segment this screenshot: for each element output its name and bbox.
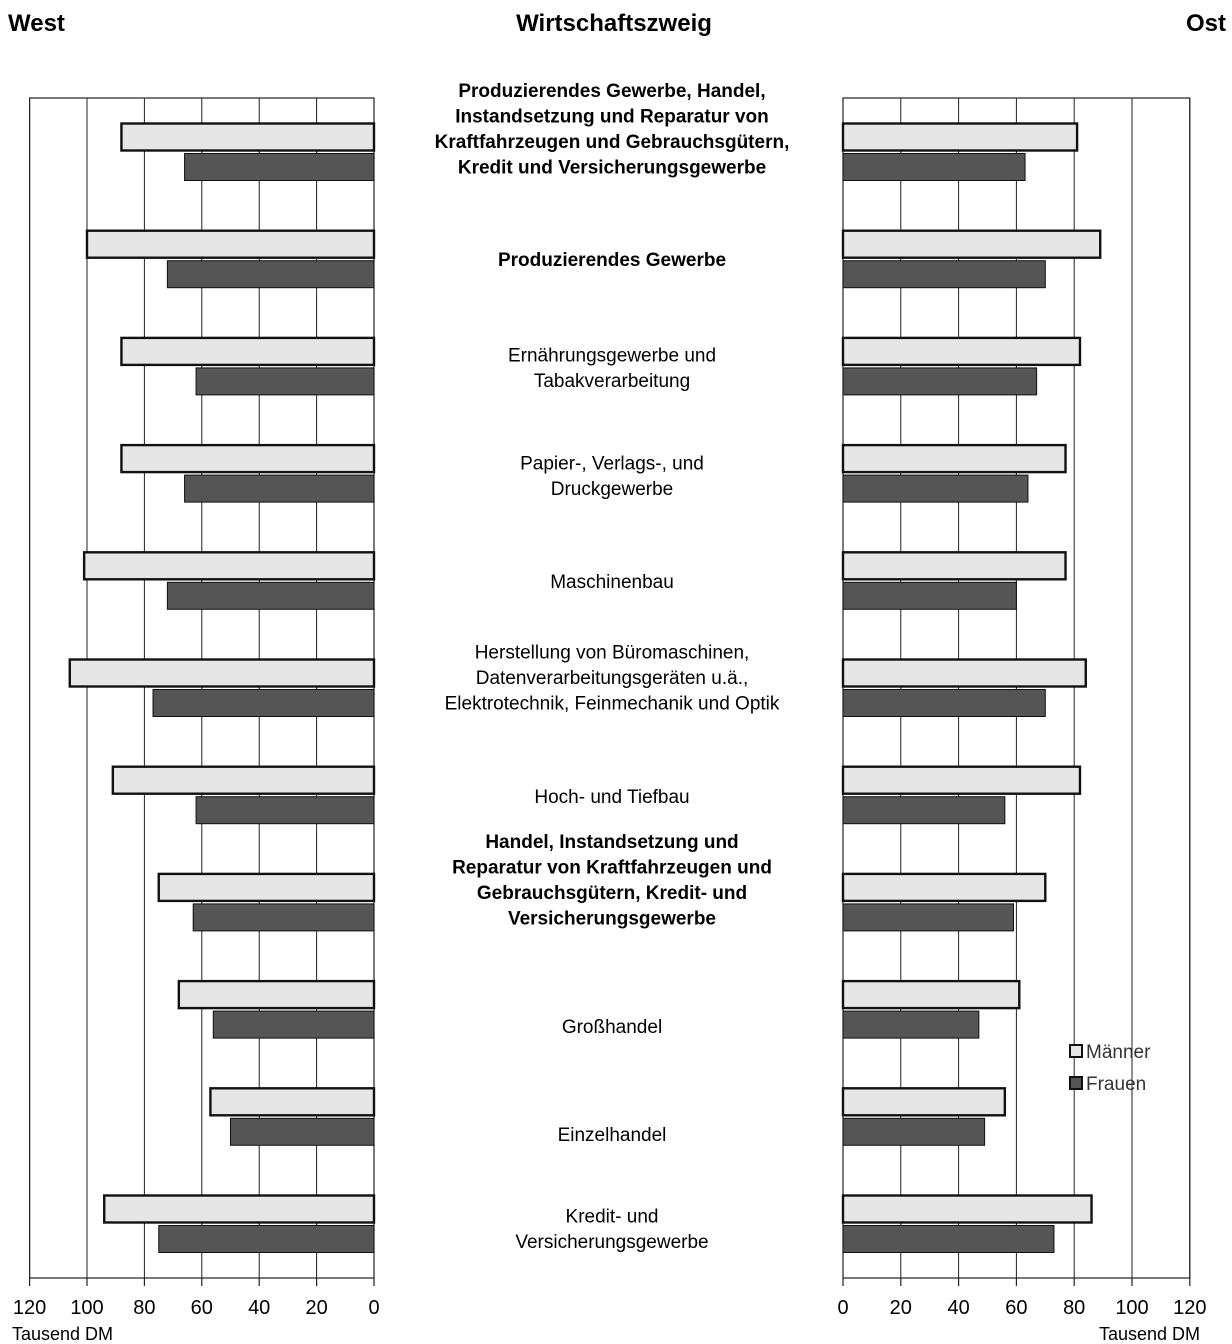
west-bar-frauen bbox=[212, 1010, 375, 1039]
category-label: Produzierendes Gewerbe, Handel, bbox=[458, 81, 765, 102]
category-label: Gebrauchsgütern, Kredit- und bbox=[477, 883, 747, 904]
west-bar-frauen bbox=[192, 903, 375, 932]
category-label: Herstellung von Büromaschinen, bbox=[475, 643, 750, 664]
ost-bar-maenner bbox=[841, 979, 1021, 1010]
category-label: Versicherungsgewerbe bbox=[508, 908, 716, 929]
west-bar-maenner bbox=[120, 122, 376, 152]
ost-bar-maenner bbox=[841, 658, 1087, 688]
plot-layer: 0 20 40 60 80 100 120 0 20 40 60 80 100 120 Produziere… bbox=[13, 81, 1207, 1319]
ost-bar-frauen bbox=[842, 581, 1017, 610]
ost-tick-label: 60 bbox=[1005, 1297, 1027, 1319]
xlabel-east: Tausend DM bbox=[1099, 1324, 1200, 1344]
category-label: Maschinenbau bbox=[550, 572, 674, 593]
west-bar-maenner bbox=[85, 229, 376, 259]
category-label: Versicherungsgewerbe bbox=[515, 1232, 708, 1253]
legend-label: Männer bbox=[1086, 1042, 1151, 1063]
ost-bar-frauen bbox=[842, 153, 1026, 181]
category-label: Tabakverarbeitung bbox=[534, 371, 690, 392]
legend-swatch-frauen bbox=[1069, 1076, 1083, 1090]
ost-bar-maenner bbox=[841, 336, 1082, 367]
category-label: Kredit und Versicherungsgewerbe bbox=[458, 157, 766, 178]
ost-bar-frauen bbox=[842, 903, 1015, 932]
ost-bar-frauen bbox=[842, 1225, 1055, 1253]
header-west: West bbox=[8, 10, 65, 37]
category-label: Datenverarbeitungsgeräten u.ä., bbox=[476, 668, 749, 689]
category-label: Druckgewerbe bbox=[551, 479, 674, 500]
ost-tick-label: 120 bbox=[1173, 1297, 1206, 1319]
west-bar-frauen bbox=[184, 153, 375, 181]
category-label: Instandsetzung und Reparatur von bbox=[455, 106, 769, 127]
ost-tick-label: 80 bbox=[1063, 1297, 1085, 1319]
ost-bar-frauen bbox=[842, 260, 1046, 289]
ost-bar-frauen bbox=[842, 367, 1038, 396]
west-bar-frauen bbox=[166, 260, 375, 289]
west-bar-frauen bbox=[195, 367, 375, 396]
header-center: Wirtschaftszweig bbox=[516, 10, 712, 37]
ost-tick-label: 20 bbox=[890, 1297, 912, 1319]
west-bar-maenner bbox=[177, 979, 376, 1010]
ost-bar-maenner bbox=[841, 1087, 1007, 1117]
west-tick-label: 40 bbox=[248, 1297, 270, 1319]
west-bar-frauen bbox=[184, 474, 375, 503]
west-bar-maenner bbox=[82, 551, 376, 581]
west-bar-maenner bbox=[68, 658, 376, 688]
west-bar-frauen bbox=[230, 1117, 375, 1146]
west-tick-label: 60 bbox=[191, 1297, 213, 1319]
west-bar-maenner bbox=[209, 1087, 376, 1117]
category-label: Einzelhandel bbox=[558, 1125, 667, 1146]
category-label: Kraftfahrzeugen und Gebrauchsgütern, bbox=[435, 132, 790, 153]
category-label: Reparatur von Kraftfahrzeugen und bbox=[452, 857, 772, 878]
category-label: Handel, Instandsetzung und bbox=[485, 832, 738, 853]
ost-bar-frauen bbox=[842, 689, 1046, 717]
west-bar-maenner bbox=[157, 872, 376, 903]
ost-tick-label: 0 bbox=[837, 1297, 848, 1319]
ost-bar-maenner bbox=[841, 443, 1067, 474]
west-bar-maenner bbox=[120, 443, 376, 474]
west-bar-frauen bbox=[158, 1225, 375, 1253]
west-bar-maenner bbox=[103, 1194, 376, 1224]
legend-swatch-maenner bbox=[1069, 1044, 1083, 1058]
category-label: Hoch- und Tiefbau bbox=[534, 787, 689, 808]
ost-bar-maenner bbox=[841, 872, 1047, 903]
ost-bar-frauen bbox=[842, 474, 1029, 503]
west-tick-label: 80 bbox=[133, 1297, 155, 1319]
ost-tick-label: 40 bbox=[947, 1297, 969, 1319]
category-label: Großhandel bbox=[562, 1017, 662, 1038]
ost-bar-maenner bbox=[841, 1194, 1093, 1224]
west-tick-label: 120 bbox=[13, 1297, 46, 1319]
legend-label: Frauen bbox=[1086, 1074, 1146, 1095]
west-bar-maenner bbox=[111, 765, 376, 795]
west-tick-label: 100 bbox=[70, 1297, 103, 1319]
ost-bar-frauen bbox=[842, 1117, 986, 1146]
ost-bar-maenner bbox=[841, 122, 1079, 152]
west-tick-label: 0 bbox=[368, 1297, 379, 1319]
category-label: Ernährungsgewerbe und bbox=[508, 345, 716, 366]
xlabel-west: Tausend DM bbox=[12, 1324, 113, 1344]
ost-bar-maenner bbox=[841, 551, 1067, 581]
west-bar-frauen bbox=[166, 581, 375, 610]
category-label: Kredit- und bbox=[566, 1206, 659, 1227]
west-bar-frauen bbox=[152, 689, 375, 717]
category-label: Papier-, Verlags-, und bbox=[520, 453, 704, 474]
ost-bar-maenner bbox=[841, 765, 1082, 795]
west-bar-maenner bbox=[120, 336, 376, 367]
header-east: Ost bbox=[1186, 10, 1226, 37]
ost-bar-frauen bbox=[842, 796, 1006, 825]
ost-tick-label: 100 bbox=[1115, 1297, 1148, 1319]
ost-bar-frauen bbox=[842, 1010, 980, 1039]
ost-bar-maenner bbox=[841, 229, 1102, 259]
category-label: Produzierendes Gewerbe bbox=[498, 250, 726, 271]
category-label: Elektrotechnik, Feinmechanik und Optik bbox=[445, 694, 780, 715]
west-tick-label: 20 bbox=[305, 1297, 327, 1319]
west-bar-frauen bbox=[195, 796, 375, 825]
